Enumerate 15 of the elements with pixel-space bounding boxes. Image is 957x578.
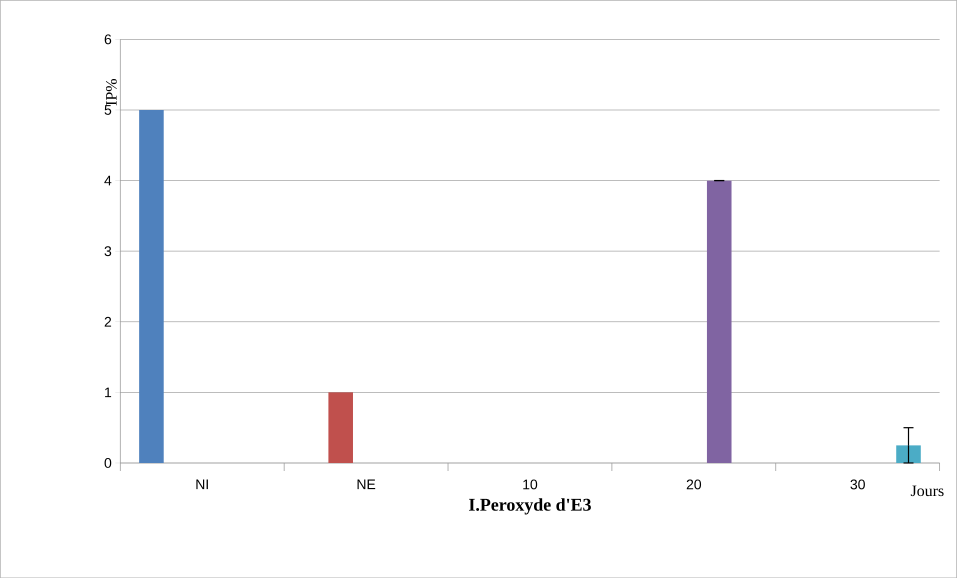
y-tick-label: 3 (104, 246, 112, 256)
y-tick-label: 5 (104, 104, 112, 115)
y-tick-label: 4 (104, 176, 112, 186)
text: Jours (910, 485, 944, 496)
x-tick-label: NE (358, 479, 376, 489)
y-tick-label: 1 (105, 387, 112, 398)
x-tick-label: 20 (686, 479, 702, 490)
x-axis-title: I.Peroxyde d'E3 (469, 498, 591, 514)
y-tick-label: 0 (104, 458, 112, 468)
y-tick-label: 6 (104, 34, 112, 44)
x-tick-label: 30 (850, 479, 865, 490)
x-tick-label: 10 (523, 479, 538, 490)
y-tick-label: 2 (104, 316, 112, 327)
y-axis-title: IP% (106, 78, 117, 106)
x-tick-label: NI (196, 479, 208, 489)
